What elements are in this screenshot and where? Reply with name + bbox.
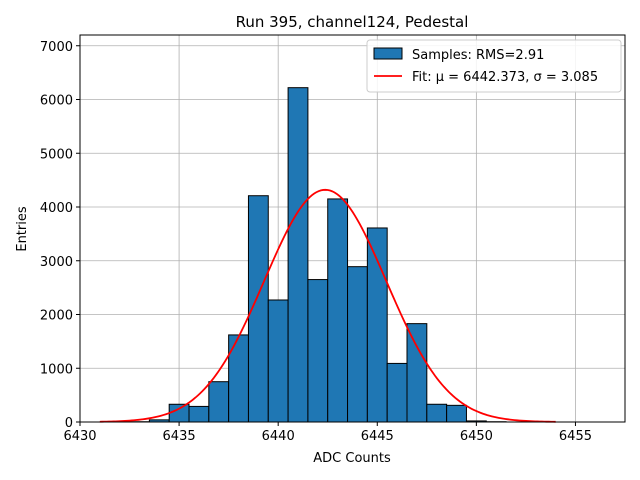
histogram-bar <box>426 403 448 423</box>
legend-samples-swatch <box>373 47 403 60</box>
x-tick-label: 6450 <box>460 429 493 444</box>
histogram-bar <box>386 362 408 423</box>
histogram-bar <box>307 279 329 423</box>
x-tick-label: 6455 <box>559 429 592 444</box>
legend-box <box>366 39 622 93</box>
x-tick-label: 6440 <box>262 429 295 444</box>
histogram-bar <box>168 403 190 423</box>
fit-curve <box>99 188 556 423</box>
histogram-bar <box>287 87 309 423</box>
histogram-bars <box>129 87 507 423</box>
histogram-bar <box>188 405 210 423</box>
histogram-bar <box>327 198 349 423</box>
histogram-bar <box>446 404 467 423</box>
y-tick-label: 4000 <box>40 201 73 216</box>
x-tick-label: 6445 <box>361 429 394 444</box>
x-tick-label: 6435 <box>163 429 196 444</box>
y-tick-label: 2000 <box>40 309 73 324</box>
legend-samples-label: Samples: RMS=2.91 <box>412 48 544 63</box>
grid <box>79 35 625 423</box>
histogram-bar <box>366 227 388 423</box>
y-tick-label: 0 <box>65 416 73 431</box>
histogram-bar <box>208 381 230 423</box>
x-tick-label: 6430 <box>63 429 96 444</box>
fit-curve-group <box>99 188 556 423</box>
x-axis-label: ADC Counts <box>313 451 391 466</box>
y-tick-label: 5000 <box>40 147 73 162</box>
chart-title: Run 395, channel124, Pedestal <box>236 13 469 31</box>
y-axis-label: Entries <box>15 206 30 252</box>
y-tick-label: 1000 <box>40 362 73 377</box>
y-tick-label: 7000 <box>40 40 73 55</box>
histogram-bar <box>267 299 289 423</box>
axis-ticks: 6430 6435 6440 6445 6450 6455 0 1000 2000 3000 400… <box>40 40 592 444</box>
histogram-bar <box>347 266 368 423</box>
histogram-bar <box>406 323 428 423</box>
legend: Samples: RMS=2.91 Fit: μ = 6442.373, σ =… <box>366 39 622 93</box>
y-tick-label: 3000 <box>40 255 73 270</box>
legend-fit-label: Fit: μ = 6442.373, σ = 3.085 <box>412 70 598 85</box>
histogram-bar <box>228 334 249 423</box>
plot-frame <box>79 34 626 423</box>
y-tick-label: 6000 <box>40 94 73 109</box>
